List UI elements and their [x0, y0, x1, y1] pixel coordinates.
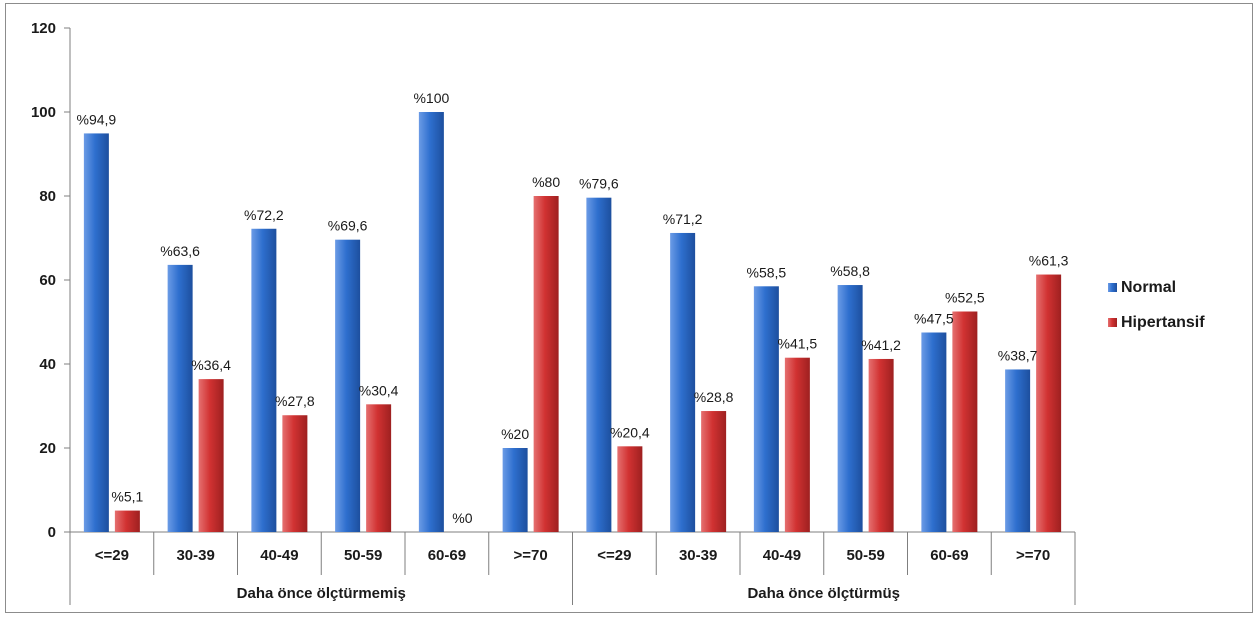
- bar-normal-1: [167, 264, 193, 532]
- data-label-normal-1: %63,6: [160, 243, 200, 259]
- bar-normal-2: [251, 228, 277, 532]
- bar-hipertansif-0: [114, 510, 140, 532]
- data-label-hipertansif-9: %41,2: [861, 337, 901, 353]
- data-label-normal-3: %69,6: [328, 218, 368, 234]
- x-category-label: >=70: [1016, 547, 1050, 564]
- bar-hipertansif-11: [1036, 274, 1062, 532]
- bar-hipertansif-2: [282, 415, 308, 532]
- data-label-hipertansif-4: %0: [452, 510, 472, 526]
- bar-hipertansif-8: [784, 357, 810, 532]
- data-label-hipertansif-2: %27,8: [275, 393, 315, 409]
- legend-label-normal: Normal: [1121, 279, 1176, 296]
- x-category-label: 60-69: [428, 547, 466, 564]
- x-category-label: 40-49: [763, 547, 801, 564]
- x-category-label: <=29: [597, 547, 631, 564]
- bar-normal-10: [921, 332, 947, 532]
- data-label-hipertansif-8: %41,5: [778, 336, 818, 352]
- x-category-label: 40-49: [260, 547, 298, 564]
- data-label-hipertansif-0: %5,1: [111, 489, 143, 505]
- bar-hipertansif-7: [701, 411, 727, 532]
- data-label-normal-10: %47,5: [914, 311, 954, 327]
- bar-normal-0: [83, 133, 109, 533]
- x-category-label: 60-69: [930, 547, 968, 564]
- x-group-label: Daha önce ölçtürmemiş: [237, 585, 406, 602]
- data-label-normal-0: %94,9: [77, 111, 117, 127]
- data-label-hipertansif-3: %30,4: [359, 382, 399, 398]
- data-label-hipertansif-10: %52,5: [945, 290, 985, 306]
- bar-normal-11: [1005, 369, 1031, 532]
- bar-hipertansif-9: [868, 358, 894, 532]
- data-label-hipertansif-7: %28,8: [694, 389, 734, 405]
- bar-normal-3: [335, 239, 361, 532]
- bar-normal-7: [670, 232, 696, 532]
- x-category-label: 50-59: [846, 547, 884, 564]
- y-tick-label: 20: [39, 440, 56, 457]
- bar-hipertansif-1: [198, 379, 224, 532]
- data-label-normal-4: %100: [413, 90, 449, 106]
- data-label-normal-11: %38,7: [998, 347, 1038, 363]
- bar-normal-6: [586, 197, 612, 532]
- y-tick-label: 0: [48, 524, 56, 541]
- bar-hipertansif-10: [952, 311, 978, 532]
- bar-hipertansif-5: [533, 196, 559, 532]
- y-tick-label: 40: [39, 356, 56, 373]
- data-label-normal-2: %72,2: [244, 207, 284, 223]
- x-category-label: 30-39: [176, 547, 214, 564]
- data-label-normal-7: %71,2: [663, 211, 703, 227]
- data-label-hipertansif-11: %61,3: [1029, 253, 1069, 269]
- bars: [83, 112, 1062, 533]
- bar-hipertansif-3: [366, 404, 392, 532]
- x-category-label: 30-39: [679, 547, 717, 564]
- bar-normal-5: [502, 448, 528, 532]
- bar-normal-9: [837, 285, 863, 532]
- bar-hipertansif-6: [617, 446, 643, 532]
- x-group-label: Daha önce ölçtürmüş: [747, 585, 900, 602]
- x-category-label: >=70: [514, 547, 548, 564]
- data-label-normal-9: %58,8: [830, 263, 870, 279]
- data-labels: %94,9 %63,6 %72,2 %69,6 %100 %20 %79,6 %71,2 %58…: [77, 90, 1069, 526]
- y-tick-label: 60: [39, 272, 56, 289]
- data-label-hipertansif-5: %80: [532, 174, 560, 190]
- data-label-hipertansif-6: %20,4: [610, 424, 650, 440]
- data-label-normal-6: %79,6: [579, 176, 619, 192]
- y-tick-label: 100: [31, 104, 56, 121]
- data-label-normal-8: %58,5: [747, 264, 787, 280]
- legend: Normal Hipertansif: [1108, 279, 1205, 331]
- data-label-hipertansif-1: %36,4: [191, 357, 231, 373]
- x-category-label: 50-59: [344, 547, 382, 564]
- legend-swatch-normal: [1108, 283, 1117, 292]
- y-tick-label: 80: [39, 188, 56, 205]
- bar-normal-8: [753, 286, 779, 532]
- legend-label-hipertansif: Hipertansif: [1121, 314, 1205, 331]
- y-tick-label: 120: [31, 20, 56, 37]
- x-category-label: <=29: [95, 547, 129, 564]
- axes: 0 20 40 60 80 100 120 <=29 30-39 40-49 50-59 60-69 >…: [31, 20, 1076, 605]
- legend-swatch-hipertansif: [1108, 318, 1117, 327]
- data-label-normal-5: %20: [501, 426, 529, 442]
- bar-normal-4: [418, 112, 444, 532]
